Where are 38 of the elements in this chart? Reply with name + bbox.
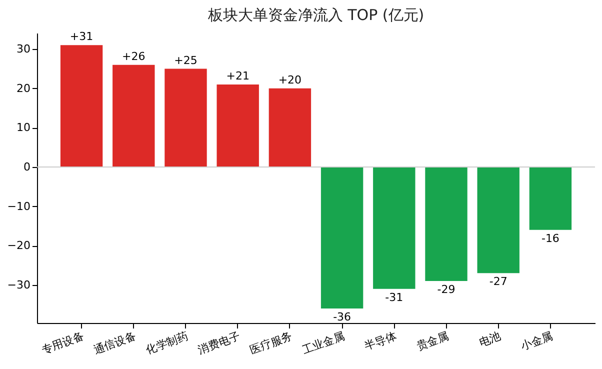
x-tick-label: 消费电子 [196, 330, 242, 357]
data-label: -29 [437, 282, 456, 296]
data-label: -36 [333, 310, 352, 324]
y-tick-label: 30 [16, 42, 30, 56]
y-tick-label: 0 [24, 160, 30, 174]
bar [425, 166, 468, 281]
data-label: +20 [278, 73, 302, 86]
data-label: +26 [122, 50, 146, 63]
data-label: -31 [385, 290, 404, 304]
x-tick-label: 通信设备 [92, 330, 138, 357]
y-tick-label: −10 [7, 200, 30, 213]
x-tick-label: 医疗服务 [248, 330, 294, 357]
x-tick-label: 小金属 [519, 330, 555, 354]
data-label: +25 [174, 54, 198, 67]
data-label: +31 [70, 30, 94, 44]
data-label: -16 [541, 232, 560, 245]
bar [373, 166, 416, 289]
data-label: -27 [489, 275, 508, 288]
x-tick-label: 贵金属 [414, 330, 450, 354]
bar [529, 166, 572, 230]
bar [320, 166, 364, 308]
y-tick-label: −30 [7, 278, 30, 292]
y-tick-label: 20 [16, 82, 30, 95]
x-tick-label: 电池 [477, 330, 502, 350]
data-label: +21 [226, 69, 250, 82]
bar [216, 84, 259, 167]
x-tick-label: 工业金属 [300, 330, 346, 357]
bar [164, 68, 207, 167]
chart-title: 板块大单资金净流入 TOP (亿元) [206, 6, 424, 24]
bar [112, 64, 155, 167]
x-tick-label: 化学制药 [144, 330, 190, 357]
bar [268, 88, 312, 167]
y-tick-label: 10 [16, 121, 30, 134]
x-tick-label: 专用设备 [40, 330, 86, 357]
bar [60, 45, 103, 167]
x-tick-label: 半导体 [362, 330, 398, 354]
y-tick-label: −20 [7, 239, 30, 252]
bar [477, 166, 520, 274]
